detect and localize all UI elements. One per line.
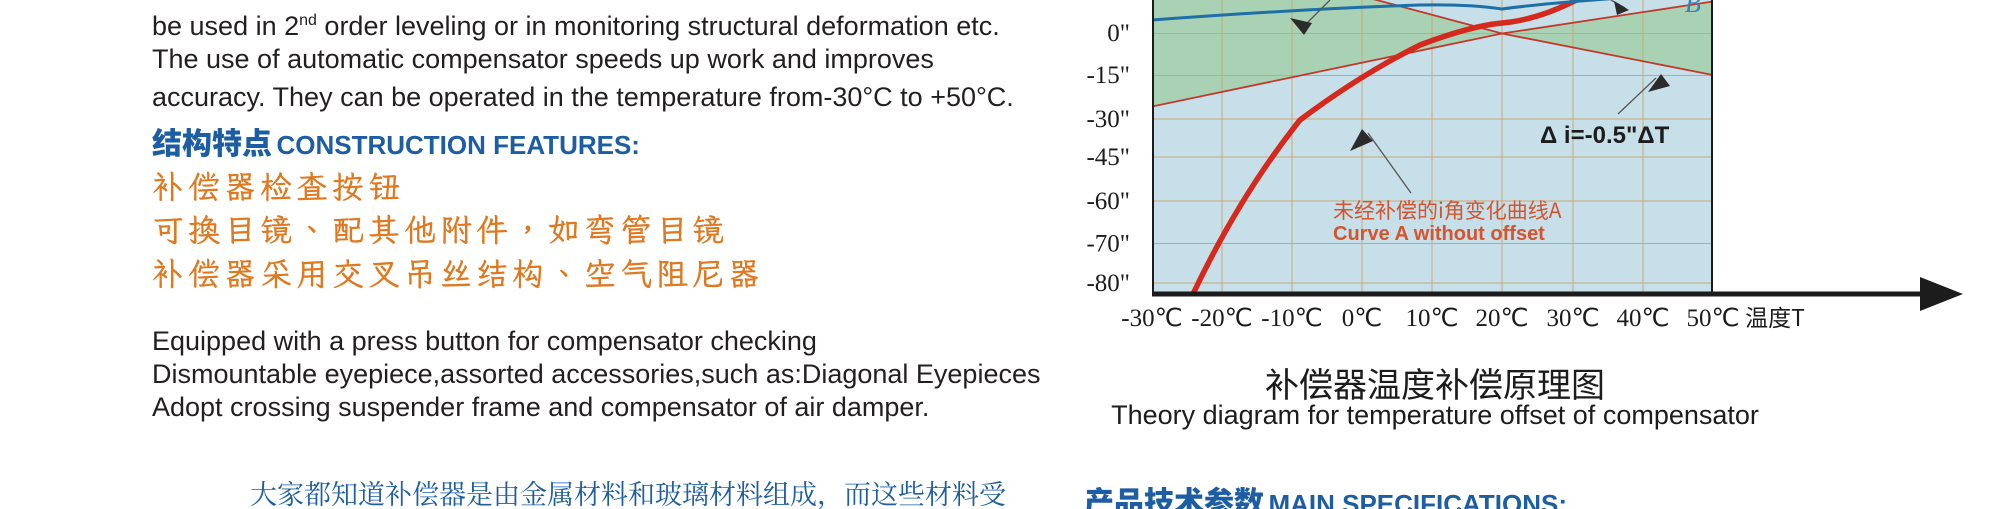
svg-text:-60": -60": [1086, 188, 1130, 215]
svg-text:30℃: 30℃: [1546, 305, 1599, 332]
svg-text:未经补偿的i角变化曲线A: 未经补偿的i角变化曲线A: [1333, 195, 1562, 225]
svg-text:-30℃: -30℃: [1121, 305, 1182, 332]
svg-text:-10℃: -10℃: [1261, 305, 1322, 332]
svg-text:40℃: 40℃: [1616, 305, 1669, 332]
svg-text:-15": -15": [1086, 62, 1130, 89]
svg-text:0℃: 0℃: [1342, 305, 1383, 332]
svg-text:50℃: 50℃: [1686, 305, 1739, 332]
svg-text:-80": -80": [1086, 270, 1130, 297]
svg-text:0": 0": [1107, 20, 1130, 47]
svg-text:温度T: 温度T: [1745, 299, 1805, 333]
svg-text:B: B: [1685, 0, 1701, 18]
svg-text:-70": -70": [1086, 231, 1130, 258]
svg-text:-30": -30": [1086, 106, 1130, 133]
svg-text:-45": -45": [1086, 144, 1130, 171]
svg-text:-20℃: -20℃: [1191, 305, 1252, 332]
svg-text:Curve A without offset: Curve A without offset: [1333, 223, 1545, 245]
svg-text:Δ i=-0.5"ΔT: Δ i=-0.5"ΔT: [1540, 122, 1670, 149]
svg-text:10℃: 10℃: [1405, 305, 1458, 332]
svg-text:20℃: 20℃: [1475, 305, 1528, 332]
